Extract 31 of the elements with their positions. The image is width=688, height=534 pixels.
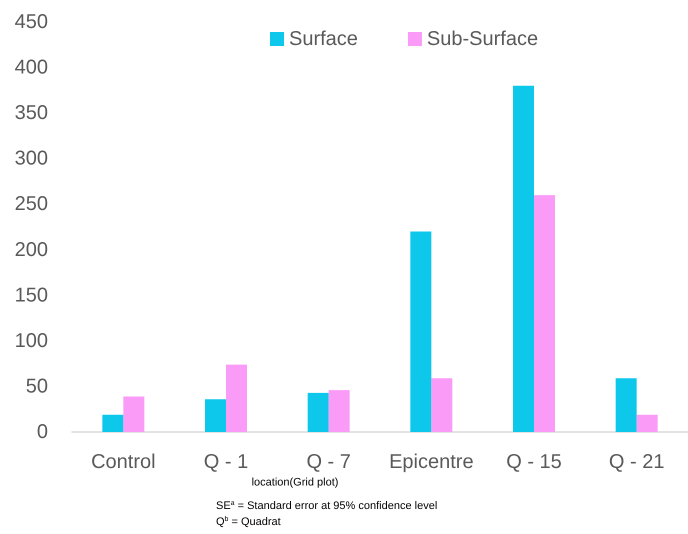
y-tick-label: 100 <box>14 330 48 352</box>
y-tick-label: 350 <box>14 102 48 124</box>
y-tick-label: 300 <box>14 148 48 170</box>
bar <box>308 392 329 432</box>
x-tick-label: Control <box>91 451 156 473</box>
y-tick-label: 450 <box>14 11 48 33</box>
x-tick-label: Epicentre <box>389 451 474 473</box>
y-tick-label: 150 <box>14 284 48 306</box>
bar <box>328 390 350 432</box>
bar <box>123 396 144 432</box>
x-tick-label: Q - 15 <box>506 451 562 473</box>
bar <box>534 195 555 432</box>
bar <box>431 378 452 432</box>
x-tick-label: Q - 7 <box>306 451 351 473</box>
y-tick-label: 200 <box>14 238 48 261</box>
legend-label: Sub-Surface <box>426 28 538 50</box>
y-tick-label: 0 <box>36 421 48 443</box>
x-axis-title: location(Grid plot) <box>252 476 338 488</box>
bar <box>636 414 658 432</box>
y-tick-label: 50 <box>26 375 48 398</box>
bar <box>513 86 534 432</box>
y-tick-label: 250 <box>14 193 48 216</box>
bar <box>102 414 124 432</box>
bar <box>616 378 637 432</box>
bar <box>226 364 247 432</box>
bar <box>205 399 226 432</box>
y-tick-label: 400 <box>14 56 48 79</box>
x-tick-label: Q - 1 <box>204 451 248 473</box>
bar <box>410 232 432 432</box>
x-tick-label: Q - 21 <box>608 451 664 473</box>
legend-label: Surface <box>289 28 358 50</box>
